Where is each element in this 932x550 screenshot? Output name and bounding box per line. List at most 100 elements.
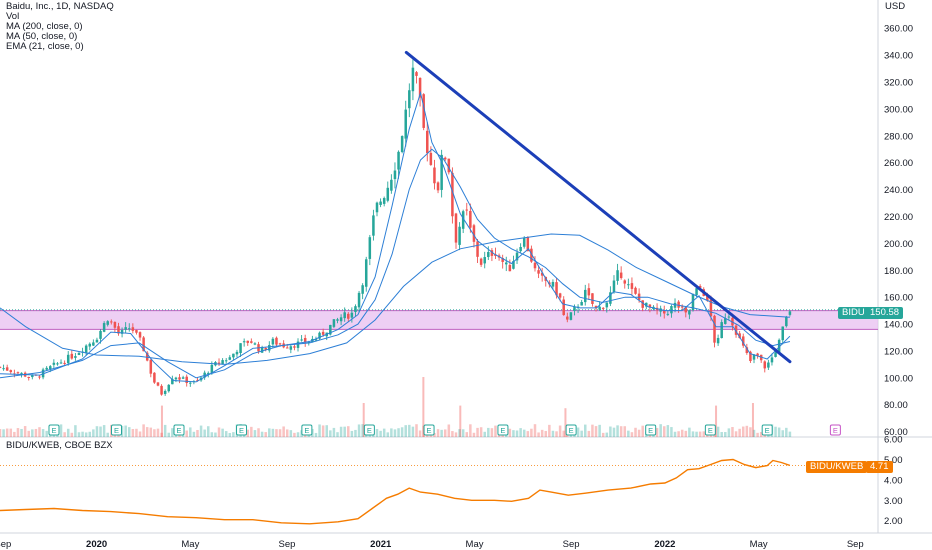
volume-bar [13,431,16,437]
candle-body [185,376,188,384]
volume-bar [551,430,555,437]
volume-bar [20,428,23,437]
volume-bar [616,425,619,437]
ratio-line [0,458,791,525]
ratio-legend[interactable]: BIDU/KWEB, CBOE BZX [6,440,113,451]
y-tick-label: 120.00 [884,346,913,357]
candle-body [235,351,239,355]
main-legend[interactable]: Baidu, Inc., 1D, NASDAQ Vol MA (200, clo… [6,2,114,52]
volume-bar [357,424,361,437]
volume-bar [788,431,792,437]
ratio-name-tag: BIDU/KWEB [806,461,868,473]
y-tick-label: 300.00 [884,104,913,115]
candle-body [670,306,673,314]
volume-bar [465,432,469,437]
candle-body [673,302,677,308]
volume-spike [160,405,163,437]
volume-bar [271,428,275,437]
volume-bar [537,432,540,437]
earnings-marker [829,424,841,436]
volume-bar [318,424,321,437]
legend-ema21[interactable]: EMA (21, close, 0) [6,41,84,52]
volume-bar [102,425,106,437]
legend-vol[interactable]: Vol [6,11,20,22]
last-price-tag: 150.58 [866,307,904,319]
earnings-marker [363,424,375,436]
candle-body [206,372,210,374]
candle-body [339,317,343,322]
candle-body [540,272,544,276]
volume-bar [2,429,5,437]
candle-body [458,226,461,245]
candle-body [566,316,569,320]
candle-body [770,357,774,363]
y-tick-label: 160.00 [884,293,913,304]
candle-body [102,323,106,332]
ma50-line [0,148,791,379]
volume-bar [415,424,418,437]
candle-body [232,353,235,358]
candle-body [347,313,350,319]
candle-body [741,336,745,346]
candle-body [224,360,228,362]
volume-bar [612,427,616,437]
candle-body [343,312,346,319]
candle-body [451,172,454,217]
trendline[interactable] [404,50,792,364]
earnings-marker [173,424,185,436]
legend-title[interactable]: Baidu, Inc., 1D, NASDAQ [6,1,114,12]
candle-body [533,262,537,269]
volume-bar [623,426,627,437]
earnings-marker [645,424,657,436]
volume-bar [124,425,127,437]
candle-body [645,302,648,307]
candle-body [537,270,540,274]
volume-bar [738,428,741,437]
candle-body [598,306,601,310]
candle-body [680,306,684,308]
candle-body [307,341,311,343]
volume-bar [275,429,278,437]
volume-bar [519,428,522,437]
candle-body [641,300,644,308]
candle-body [379,201,382,205]
candle-body [691,293,695,311]
legend-ma50[interactable]: MA (50, close, 0) [6,31,78,42]
volume-bar [214,432,217,437]
candle-body [354,306,357,313]
volume-bar [408,424,411,437]
volume-bar [605,432,609,437]
candle-body [135,330,138,333]
volume-bar [688,427,691,437]
legend-ma200[interactable]: MA (200, close, 0) [6,21,83,32]
volume-bar [16,428,20,437]
volume-bar [5,428,9,437]
volume-bar [634,427,637,437]
volume-bar [630,432,634,437]
volume-bar [382,428,386,437]
candle-body [720,322,723,339]
candle-body [583,289,587,303]
volume-bar [479,427,483,437]
volume-spike [564,408,567,437]
earnings-marker [423,424,435,436]
volume-bar [447,424,451,437]
volume-spike [715,405,718,437]
axes: 60.00 80.00 100.00 120.00 140.00 160.00 180.00… [0,24,913,550]
candle-body [426,130,429,154]
x-tick-label: May [466,539,484,550]
volume-bar [716,426,720,437]
candle-body [153,372,156,383]
volume-bar [734,431,738,437]
volume-bar [702,431,705,437]
candle-body [350,312,354,318]
volume-bar [120,425,124,437]
volume-bar [720,432,723,437]
candle-body [375,202,379,213]
candle-body [727,316,731,318]
volume-bar [397,428,400,437]
volume-bar [637,429,641,437]
currency-label: USD [885,1,906,12]
